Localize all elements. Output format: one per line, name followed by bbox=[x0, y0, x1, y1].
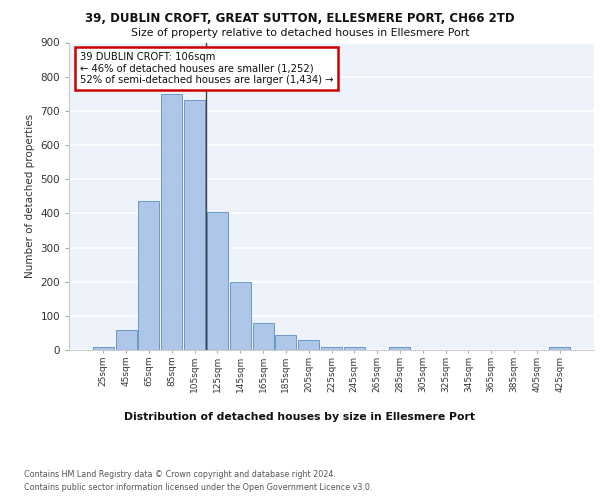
Bar bbox=[321, 346, 342, 350]
Bar bbox=[298, 340, 319, 350]
Text: Distribution of detached houses by size in Ellesmere Port: Distribution of detached houses by size … bbox=[125, 412, 476, 422]
Bar bbox=[230, 282, 251, 350]
Text: Size of property relative to detached houses in Ellesmere Port: Size of property relative to detached ho… bbox=[131, 28, 469, 38]
Bar bbox=[275, 336, 296, 350]
Bar bbox=[389, 348, 410, 350]
Text: Contains HM Land Registry data © Crown copyright and database right 2024.
Contai: Contains HM Land Registry data © Crown c… bbox=[24, 470, 373, 492]
Y-axis label: Number of detached properties: Number of detached properties bbox=[25, 114, 35, 278]
Bar bbox=[93, 346, 114, 350]
Bar bbox=[207, 212, 228, 350]
Bar bbox=[253, 324, 274, 350]
Bar bbox=[184, 100, 205, 350]
Text: 39, DUBLIN CROFT, GREAT SUTTON, ELLESMERE PORT, CH66 2TD: 39, DUBLIN CROFT, GREAT SUTTON, ELLESMER… bbox=[85, 12, 515, 26]
Bar bbox=[139, 202, 160, 350]
Bar bbox=[116, 330, 137, 350]
Text: 39 DUBLIN CROFT: 106sqm
← 46% of detached houses are smaller (1,252)
52% of semi: 39 DUBLIN CROFT: 106sqm ← 46% of detache… bbox=[79, 52, 333, 85]
Bar bbox=[549, 348, 570, 350]
Bar bbox=[344, 346, 365, 350]
Bar bbox=[161, 94, 182, 350]
